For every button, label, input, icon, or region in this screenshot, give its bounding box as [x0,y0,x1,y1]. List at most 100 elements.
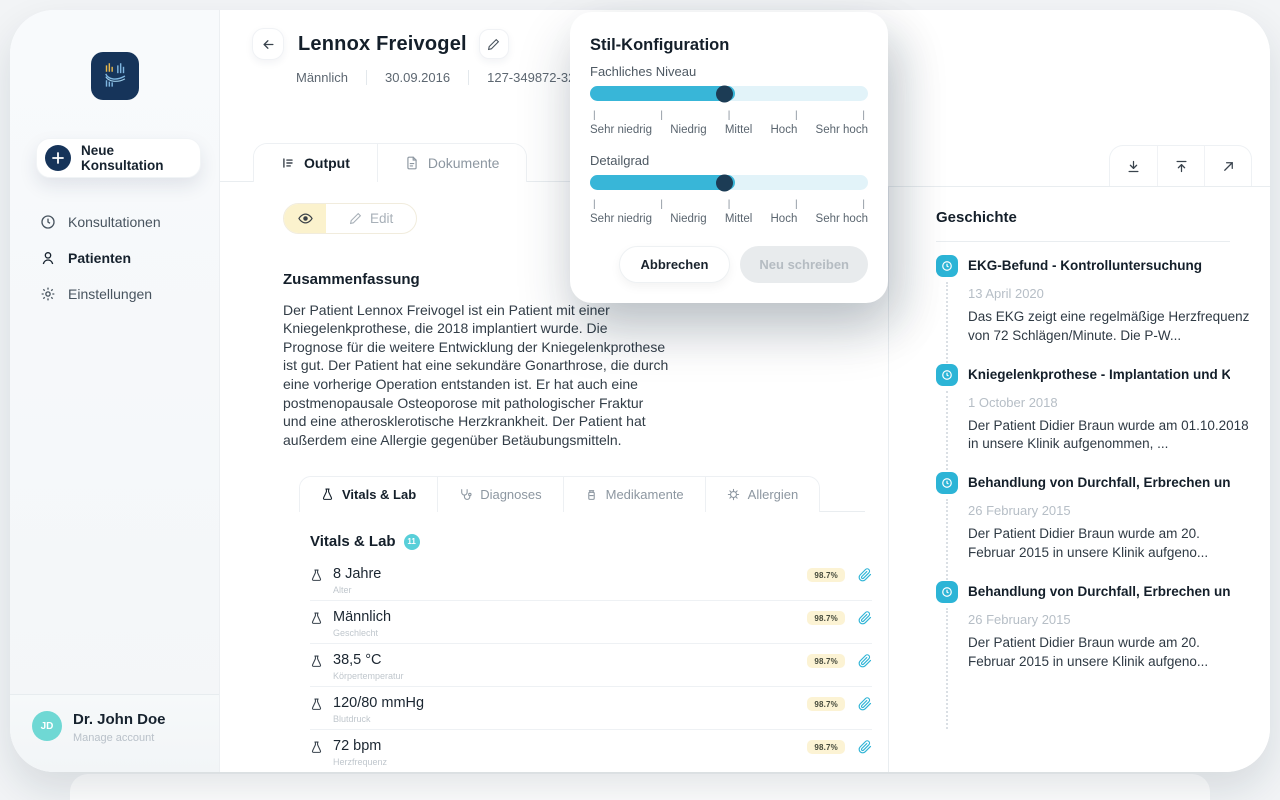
person-icon [42,252,54,265]
history-entry-title: Behandlung von Durchfall, Erbrechen und.… [968,583,1230,599]
patient-meta: Männlich 30.09.2016 127-349872-32 [296,70,888,85]
vital-row[interactable]: Männlich Geschlecht 98.7% [310,601,872,645]
modal-actions: Abbrechen Neu schreiben [590,246,868,283]
new-consultation-button[interactable]: Neue Konsultation [36,138,201,178]
confidence-badge: 98.7% [807,611,845,626]
paperclip-icon[interactable] [858,697,872,711]
tick-label: Mittel [724,124,753,136]
tab-allergien[interactable]: Allergien [704,477,820,513]
summary-body: Der Patient Lennox Freivogel ist ein Pat… [283,301,669,448]
vital-row[interactable]: 38,5 °C Körpertemperatur 98.7% [310,644,872,688]
vital-value: 38,5 °C [333,652,382,669]
vital-value: 8 Jahre [333,566,382,583]
tab-allergien-label: Allergien [747,487,799,503]
tab-dokumente-label: Dokumente [427,154,500,171]
history-title: Geschichte [936,209,1017,226]
paperclip-icon[interactable] [858,611,872,625]
sidebar-item-einstellungen[interactable]: Einstellungen [10,276,219,312]
main-tabs: Output Dokumente [253,142,528,182]
history-entry[interactable]: EKG-Befund - Kontrolluntersuchung 13 Apr… [936,255,1249,366]
history-entry[interactable]: Behandlung von Durchfall, Erbrechen und.… [936,472,1230,583]
user-name: Dr. John Doe [73,711,166,728]
tab-diagnoses-label: Diagnoses [480,487,542,503]
history-entry-date: 26 February 2015 [968,611,1071,627]
gear-icon [41,287,55,301]
history-entry-excerpt: Der Patient Didier Braun wurde am 20. Fe… [968,634,1209,669]
sidebar-item-label: Patienten [68,250,132,266]
vitals-count-badge: 11 [403,533,420,550]
open-external-button[interactable] [1204,146,1251,186]
slider-ticks: | | | | | [593,199,865,210]
manage-account-link[interactable]: Manage account [73,732,155,744]
history-entry[interactable]: Behandlung von Durchfall, Erbrechen und.… [936,580,1230,729]
patient-birthdate: 30.09.2016 [385,70,451,85]
tick-label: Sehr niedrig [590,213,653,225]
flask-icon [322,488,333,501]
back-button[interactable] [252,28,284,60]
vital-row[interactable]: 72 bpm Herzfrequenz 98.7% [310,730,872,772]
tab-vitals-lab-label: Vitals & Lab [342,487,417,503]
tab-dokumente[interactable]: Dokumente [376,143,527,182]
modal-title: Stil-Konfiguration [590,36,730,54]
history-entry-date: 1 October 2018 [968,394,1058,410]
open-external-icon [1223,161,1233,171]
history-entry-title: Kniegelenkprothese - Implantation und K.… [968,366,1230,382]
download-button[interactable] [1110,146,1157,186]
patient-header: Lennox Freivogel Männlich 30.09.2016 127… [220,10,888,182]
patient-gender: Männlich [296,70,349,85]
history-panel-header [888,10,1270,187]
vital-row[interactable]: 8 Jahre Alter 98.7% [310,558,872,602]
tab-output[interactable]: Output [254,143,377,182]
history-clock-icon [936,363,958,386]
user-account[interactable]: JD Dr. John Doe Manage account [10,694,219,772]
sidebar-item-konsultationen[interactable]: Konsultationen [10,204,219,240]
vitals-section-header: Vitals & Lab 11 [310,533,888,550]
tick-label: Niedrig [670,124,707,136]
paperclip-icon[interactable] [858,654,872,668]
paperclip-icon[interactable] [858,568,872,582]
detail-slider[interactable] [590,174,868,191]
meta-divider [366,70,368,85]
tab-diagnoses[interactable]: Diagnoses [437,477,563,513]
tick-label: Hoch [770,213,798,225]
confidence-badge: 98.7% [807,740,845,755]
sidebar-item-patienten[interactable]: Patienten [10,240,219,276]
meta-divider [468,70,470,85]
upload-button[interactable] [1157,146,1204,186]
slider-fill [590,86,735,101]
rewrite-button[interactable]: Neu schreiben [740,246,868,283]
stethoscope-icon [461,489,472,501]
flask-icon [311,741,322,754]
edit-patient-name-button[interactable] [478,29,509,59]
history-entry[interactable]: Kniegelenkprothese - Implantation und K.… [936,363,1249,474]
tab-medikamente[interactable]: Medikamente [562,477,705,513]
tab-output-label: Output [304,154,350,171]
patient-id: 127-349872-32 [487,70,576,85]
slider-thumb[interactable] [715,85,733,102]
vital-value: Männlich [333,609,392,626]
tick-label: Mittel [724,213,753,225]
vital-row[interactable]: 120/80 mmHg Blutdruck 98.7% [310,687,872,731]
tick-label: Sehr hoch [815,213,868,225]
history-entry-excerpt: Der Patient Didier Braun wurde am 01.10.… [968,417,1249,452]
data-tabs-row: Vitals & Lab Diagnoses Medikamente Aller… [299,476,865,513]
tick-label: Sehr hoch [815,124,868,136]
vitals-section-title: Vitals & Lab [310,533,396,551]
toolbar [1109,145,1252,186]
slider-ticks: | | | | | [593,110,865,121]
slider-thumb[interactable] [715,174,733,191]
clock-icon [41,215,55,229]
edit-mode-button[interactable]: Edit [326,204,416,233]
vitals-list: 8 Jahre Alter 98.7% Männlich [310,558,872,772]
summary-title: Zusammenfassung [283,270,420,288]
sidebar-item-label: Einstellungen [68,286,153,302]
view-mode-button[interactable] [284,203,326,233]
cancel-button[interactable]: Abbrechen [618,246,731,283]
download-icon [1128,160,1139,172]
tab-vitals-lab[interactable]: Vitals & Lab [300,477,438,513]
niveau-slider[interactable] [590,85,868,102]
paperclip-icon[interactable] [858,740,872,754]
document-icon [407,156,417,170]
history-entry-excerpt: Der Patient Didier Braun wurde am 20. Fe… [968,526,1209,560]
confidence-badge: 98.7% [807,697,845,712]
